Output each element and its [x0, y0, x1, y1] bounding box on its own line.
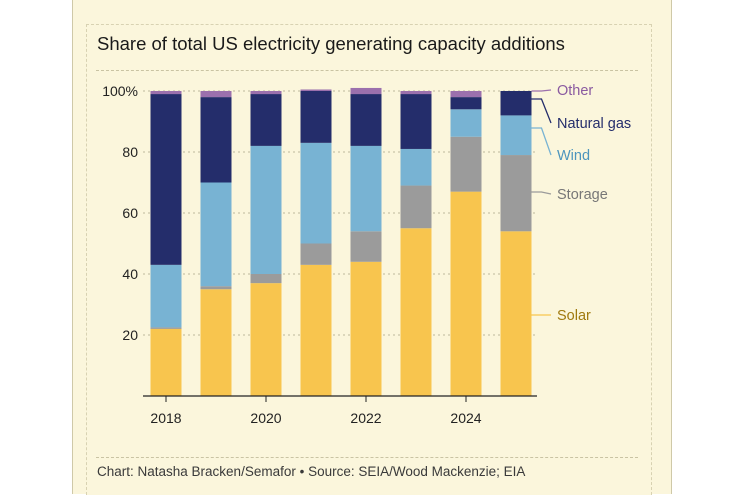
chart-title: Share of total US electricity generating…	[97, 33, 565, 54]
y-tick-label-80: 80	[122, 144, 138, 160]
bar-wind-2024	[450, 109, 482, 137]
bar-other-2019	[200, 91, 232, 98]
y-tick-label-100: 100%	[102, 83, 138, 99]
y-tick-label-40: 40	[122, 266, 138, 282]
bar-other-2018	[150, 91, 182, 95]
bar-wind-2020	[250, 145, 282, 274]
bar-solar-2021	[300, 264, 332, 396]
bar-natural-gas-2025	[500, 91, 532, 116]
bar-storage-2021	[300, 243, 332, 265]
series-label-solar: Solar	[557, 308, 591, 324]
leader-line-wind	[531, 127, 552, 156]
title-divider	[96, 70, 638, 71]
bar-natural-gas-2020	[250, 94, 282, 146]
bar-other-2022	[350, 87, 382, 95]
bar-wind-2022	[350, 145, 382, 232]
bar-natural-gas-2018	[150, 94, 182, 265]
bar-wind-2025	[500, 115, 532, 156]
bar-wind-2023	[400, 148, 432, 186]
bar-solar-2019	[200, 289, 232, 396]
series-label-other: Other	[557, 83, 593, 99]
bar-other-2021	[300, 89, 332, 91]
bar-solar-2024	[450, 191, 482, 396]
bar-solar-2020	[250, 283, 282, 396]
bar-natural-gas-2019	[200, 97, 232, 183]
bar-natural-gas-2024	[450, 97, 482, 110]
series-label-natural-gas: Natural gas	[557, 116, 631, 132]
bar-storage-2018	[150, 327, 182, 329]
bar-other-2024	[450, 91, 482, 98]
bar-solar-2018	[150, 328, 182, 396]
bar-natural-gas-2022	[350, 94, 382, 146]
chart-source-credit: Chart: Natasha Bracken/Semafor • Source:…	[97, 464, 526, 479]
x-tick-label-2022: 2022	[350, 410, 381, 426]
bar-storage-2023	[400, 185, 432, 229]
x-tick-label-2020: 2020	[250, 410, 281, 426]
bar-solar-2023	[400, 228, 432, 396]
bar-solar-2025	[500, 231, 532, 396]
x-tick-label-2018: 2018	[150, 410, 181, 426]
footer-divider	[96, 457, 638, 458]
bar-storage-2019	[200, 286, 232, 290]
y-tick-label-20: 20	[122, 327, 138, 343]
bar-other-2020	[250, 91, 282, 95]
series-label-wind: Wind	[557, 148, 590, 164]
series-label-storage: Storage	[557, 187, 608, 203]
bar-wind-2019	[200, 182, 232, 287]
y-tick-label-60: 60	[122, 205, 138, 221]
bar-wind-2018	[150, 264, 182, 328]
leader-line-natural-gas	[531, 98, 552, 124]
bar-storage-2020	[250, 274, 282, 284]
leader-line-storage	[531, 191, 552, 195]
bar-wind-2021	[300, 142, 332, 244]
x-tick-label-2024: 2024	[450, 410, 481, 426]
leader-line-other	[531, 89, 552, 92]
bar-storage-2024	[450, 136, 482, 192]
bar-storage-2022	[350, 231, 382, 262]
bar-storage-2025	[500, 155, 532, 232]
bar-natural-gas-2021	[300, 91, 332, 143]
bar-other-2023	[400, 91, 432, 95]
bar-solar-2022	[350, 261, 382, 396]
bar-natural-gas-2023	[400, 94, 432, 149]
